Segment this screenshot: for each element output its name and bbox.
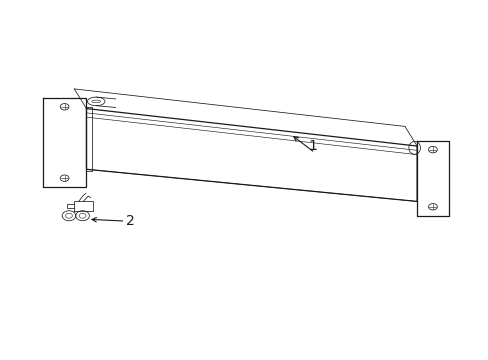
Text: 2: 2 — [125, 214, 134, 228]
Text: 1: 1 — [307, 139, 316, 153]
